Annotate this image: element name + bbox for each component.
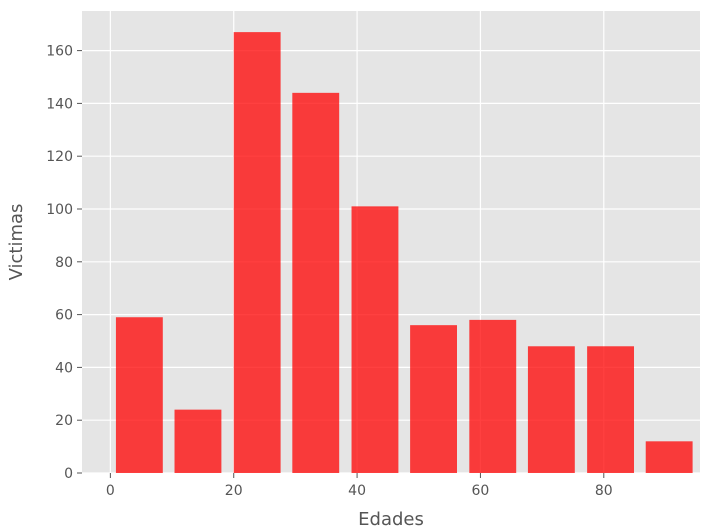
x-tick-label: 60 — [472, 483, 490, 499]
y-tick-label: 140 — [46, 96, 73, 112]
y-axis-ticks: 0 20 40 60 80 100 120 140 160 — [46, 44, 82, 482]
x-tick-label: 20 — [225, 483, 243, 499]
y-axis-label: Victimas — [6, 204, 27, 281]
y-tick-label: 100 — [46, 202, 73, 218]
y-tick-label: 60 — [55, 308, 73, 324]
x-tick-label: 40 — [348, 483, 366, 499]
bar — [233, 32, 281, 474]
y-tick-label: 80 — [55, 255, 73, 271]
x-tick-label: 80 — [595, 483, 613, 499]
bar — [292, 92, 340, 473]
bars-group — [115, 32, 693, 474]
x-axis-ticks: 0 20 40 60 80 — [106, 473, 613, 499]
x-axis-label: Edades — [358, 509, 424, 530]
y-tick-label: 160 — [46, 44, 73, 60]
bar — [645, 441, 693, 473]
bar — [174, 409, 222, 473]
x-tick-label: 0 — [106, 483, 115, 499]
y-tick-label: 0 — [64, 466, 73, 482]
bar — [587, 346, 635, 473]
y-tick-label: 120 — [46, 149, 73, 165]
bar — [351, 206, 399, 474]
bar — [469, 319, 517, 473]
bar — [527, 346, 575, 473]
y-tick-label: 20 — [55, 413, 73, 429]
y-tick-label: 40 — [55, 360, 73, 376]
bar — [410, 325, 457, 473]
bar — [115, 317, 163, 473]
